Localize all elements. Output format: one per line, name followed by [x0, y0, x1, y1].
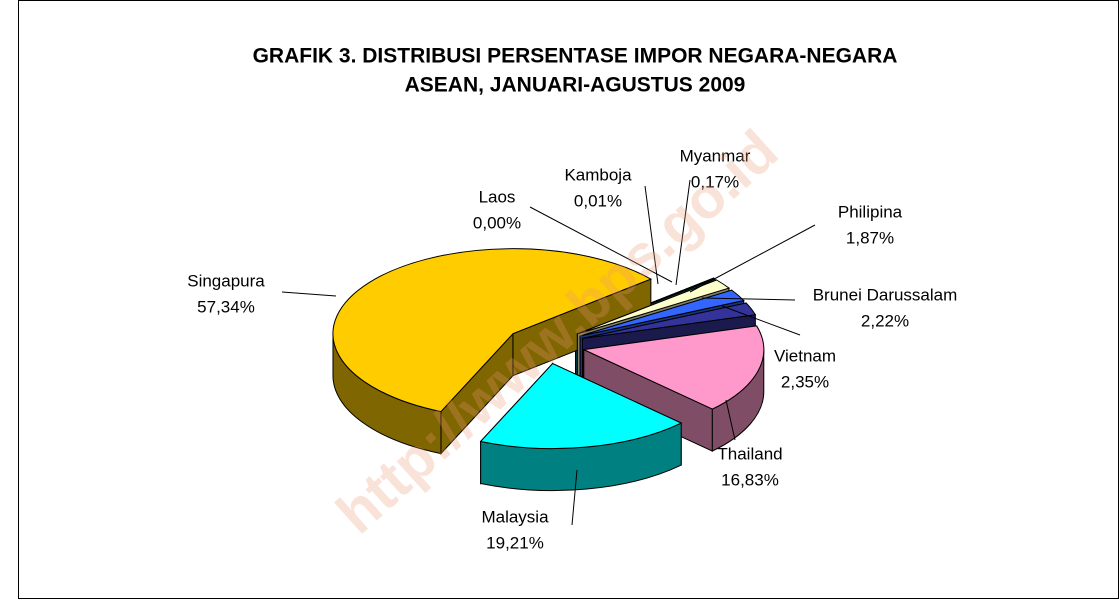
leader-line — [721, 305, 801, 336]
slice-label: Brunei Darussalam — [813, 285, 958, 304]
slice-top — [577, 279, 731, 335]
slice-label: Laos — [479, 187, 516, 206]
leader-line — [689, 224, 816, 293]
leader-line — [644, 185, 659, 285]
chart-title: GRAFIK 3. DISTRIBUSI PERSENTASE IMPOR NE… — [253, 45, 898, 68]
slice-label: Myanmar — [680, 146, 751, 165]
slice-top — [579, 289, 745, 337]
leader-line — [529, 206, 673, 283]
slice-top — [582, 325, 765, 410]
slice-value-label: 2,22% — [861, 311, 909, 330]
slice-value-label: 19,21% — [486, 533, 544, 552]
slice-label: Philipina — [838, 202, 903, 221]
labels: Laos 0,00% Kamboja 0,01% Myanmar 0,17% Philipi… — [187, 146, 957, 552]
slice-label: Kamboja — [564, 165, 632, 184]
slice-top — [582, 302, 757, 339]
leader-line — [725, 399, 736, 441]
slice-value-label: 57,34% — [197, 297, 255, 316]
slice-label: Singapura — [187, 271, 265, 290]
slice-value-label: 2,35% — [781, 372, 829, 391]
slice — [332, 248, 653, 455]
slice — [479, 362, 683, 492]
slice-value-label: 0,01% — [574, 191, 622, 210]
pie — [332, 248, 765, 492]
slice-value-label: 0,00% — [473, 213, 521, 232]
chart-subtitle: ASEAN, JANUARI-AGUSTUS 2009 — [405, 74, 746, 97]
slice-label: Malaysia — [481, 507, 549, 526]
slice-value-label: 16,83% — [721, 470, 779, 489]
leader-line — [281, 291, 337, 297]
slice — [582, 325, 765, 452]
slice-top — [479, 362, 683, 450]
slice-value-label: 0,17% — [691, 172, 739, 191]
slice-label: Vietnam — [774, 346, 836, 365]
leader-line — [701, 297, 796, 301]
slice-top — [332, 248, 653, 413]
slice-label: Thailand — [717, 444, 782, 463]
slice-value-label: 1,87% — [846, 228, 894, 247]
leader-line — [675, 179, 691, 286]
leader-line — [571, 469, 578, 526]
